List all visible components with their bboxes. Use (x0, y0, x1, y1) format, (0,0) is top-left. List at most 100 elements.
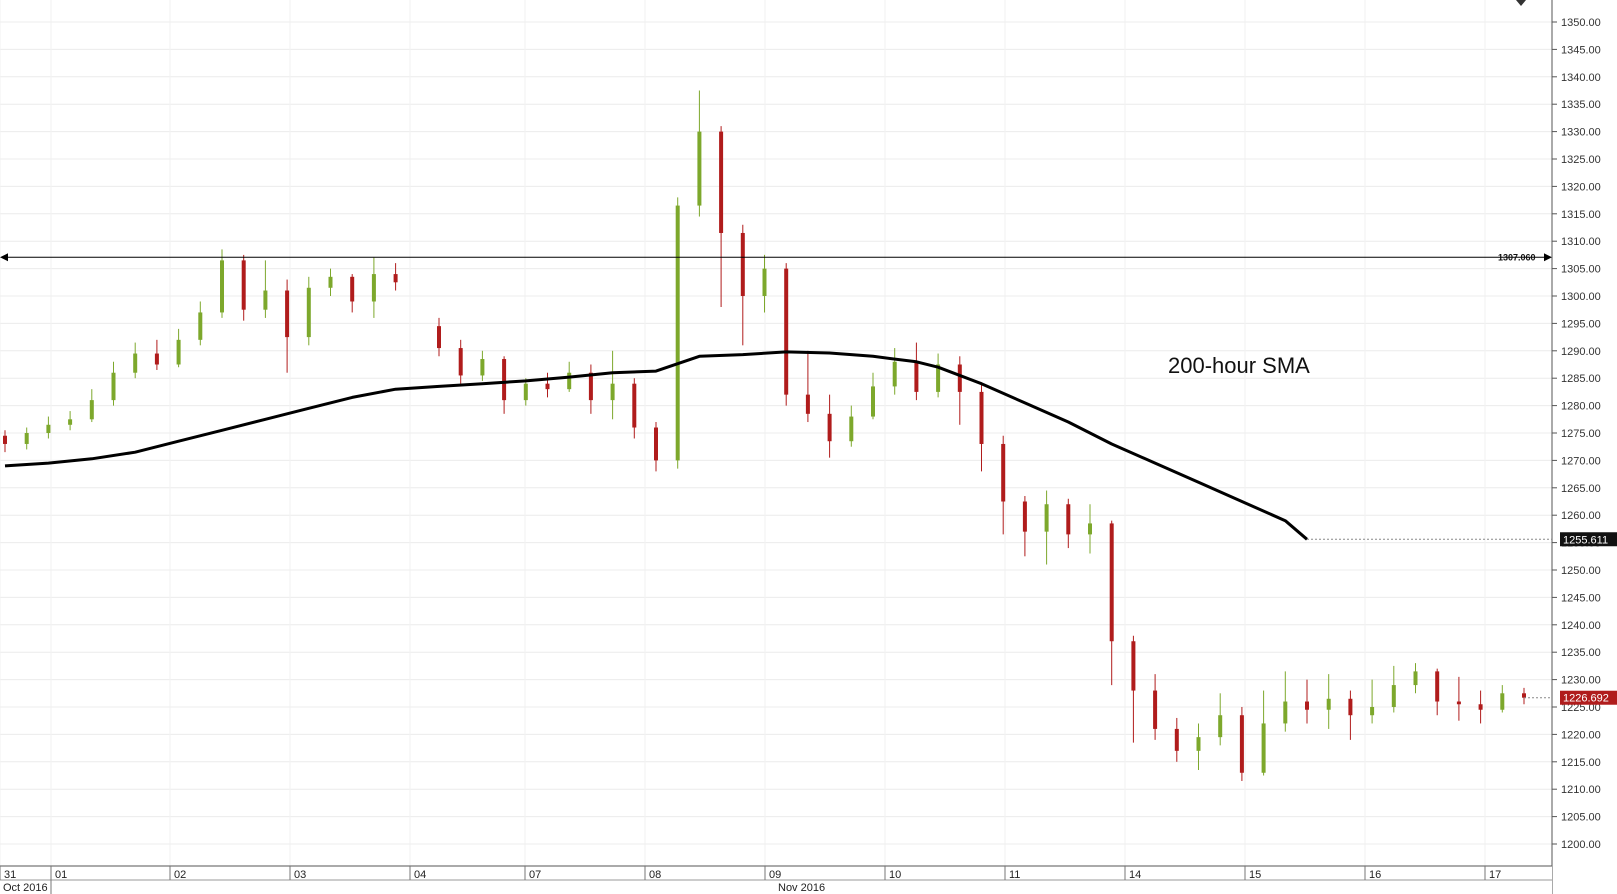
dropdown-arrow-icon[interactable] (1516, 0, 1526, 6)
y-tick-label: 1310.00 (1561, 236, 1601, 248)
candle-body (68, 419, 73, 425)
candle-down (1066, 498, 1071, 549)
candle-down (979, 383, 984, 472)
candle-up (1326, 674, 1331, 729)
candle-up (220, 249, 224, 318)
grid-lines (0, 0, 1552, 866)
price-badges: 1255.611 1226.692 (1307, 532, 1617, 705)
y-tick-label: 1235.00 (1561, 647, 1601, 659)
candle-body (1478, 704, 1483, 710)
candle-body (654, 427, 658, 461)
resistance-line-label: 1307.060 (1498, 252, 1536, 262)
y-tick-label: 1335.00 (1561, 99, 1601, 111)
y-tick-label: 1290.00 (1561, 346, 1601, 358)
candle-body (1088, 523, 1092, 535)
candle-down (1522, 687, 1526, 705)
candle-body (762, 268, 767, 296)
y-tick-label: 1205.00 (1561, 812, 1601, 824)
candle-body (892, 361, 897, 387)
candle-down (1131, 635, 1136, 743)
candle-body (567, 372, 572, 390)
candle-body (176, 339, 181, 365)
candle-body (1066, 504, 1071, 535)
candle-body (523, 383, 528, 401)
candle-up (762, 254, 767, 313)
candle-down (1435, 668, 1440, 716)
candle-down (1022, 496, 1027, 557)
candle-up (46, 416, 51, 439)
candle-up (68, 411, 73, 431)
candle-body (241, 260, 246, 310)
candle-body (1370, 707, 1375, 716)
x-day-label: 31 (4, 869, 16, 881)
candle-body (1131, 641, 1136, 691)
y-tick-label: 1245.00 (1561, 592, 1601, 604)
candle-body (914, 361, 919, 392)
candle-body (719, 131, 724, 233)
y-tick-label: 1220.00 (1561, 729, 1601, 741)
x-day-label: 14 (1129, 869, 1141, 881)
candle-body (393, 274, 398, 283)
candle-body (697, 131, 702, 206)
candle-body (675, 205, 680, 461)
candle-body (1348, 698, 1353, 716)
candle-body (1239, 715, 1244, 773)
y-tick-label: 1330.00 (1561, 127, 1601, 139)
y-tick-label: 1285.00 (1561, 373, 1601, 385)
candle-body (1174, 728, 1179, 751)
candle-up (89, 389, 94, 423)
y-axis: 1200.00 1205.00 1210.00 1215.00 1220.00 1225.… (1551, 0, 1601, 894)
y-tick-label: 1200.00 (1561, 839, 1601, 851)
x-month-label: Oct 2016 (3, 882, 48, 894)
candle-up (133, 342, 138, 379)
candle-body (805, 394, 810, 414)
y-tick-label: 1225.00 (1561, 702, 1601, 714)
candle-up (936, 353, 941, 398)
x-day-label: 03 (294, 869, 306, 881)
candle-up (263, 260, 268, 318)
candle-up (523, 378, 528, 406)
y-tick-label: 1240.00 (1561, 620, 1601, 632)
y-tick-label: 1340.00 (1561, 72, 1601, 84)
candle-body (154, 353, 159, 365)
candle-down (458, 339, 463, 384)
candle-down (1456, 676, 1461, 721)
candle-body (1413, 671, 1418, 686)
candle-body (350, 276, 355, 302)
sma-line (4, 350, 1308, 541)
candle-up (892, 348, 897, 395)
candle-down (1174, 717, 1179, 762)
candle-down (1153, 674, 1158, 740)
y-tick-label: 1230.00 (1561, 675, 1601, 687)
candle-body (133, 353, 138, 373)
candle-up (480, 350, 485, 381)
x-day-label: 16 (1369, 869, 1381, 881)
candle-up (1261, 690, 1266, 776)
y-tick-label: 1260.00 (1561, 510, 1601, 522)
x-month-label: Nov 2016 (778, 882, 825, 894)
candle-body (1456, 701, 1461, 705)
candle-body (1001, 443, 1006, 502)
y-tick-label: 1305.00 (1561, 264, 1601, 276)
sma-price-label: 1255.611 (1563, 534, 1608, 546)
candle-down (588, 364, 593, 414)
y-tick-label: 1250.00 (1561, 565, 1601, 577)
candle-up (675, 197, 680, 469)
candle-up (1088, 504, 1092, 554)
candle-up (328, 268, 333, 296)
candle-down (957, 356, 962, 425)
candle-body (632, 383, 637, 428)
candle-body (1522, 693, 1526, 698)
candle-body (1305, 701, 1309, 710)
candle-down (285, 279, 290, 373)
candle-down (3, 430, 7, 453)
candle-body (545, 383, 550, 390)
candle-up (1044, 490, 1049, 565)
candle-series (3, 90, 1526, 781)
sma-price-badge (1560, 532, 1617, 547)
x-day-label: 11 (1009, 869, 1020, 881)
sma-annotation: 200-hour SMA (1168, 353, 1310, 378)
candle-down (719, 126, 724, 307)
x-day-label: 02 (174, 869, 186, 881)
last-price-badge (1560, 690, 1617, 705)
